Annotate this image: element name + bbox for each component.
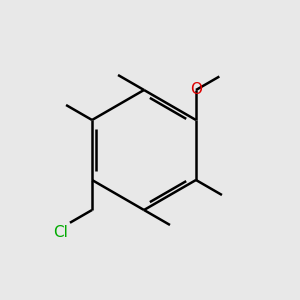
Text: Cl: Cl <box>54 225 68 240</box>
Text: O: O <box>190 82 202 98</box>
